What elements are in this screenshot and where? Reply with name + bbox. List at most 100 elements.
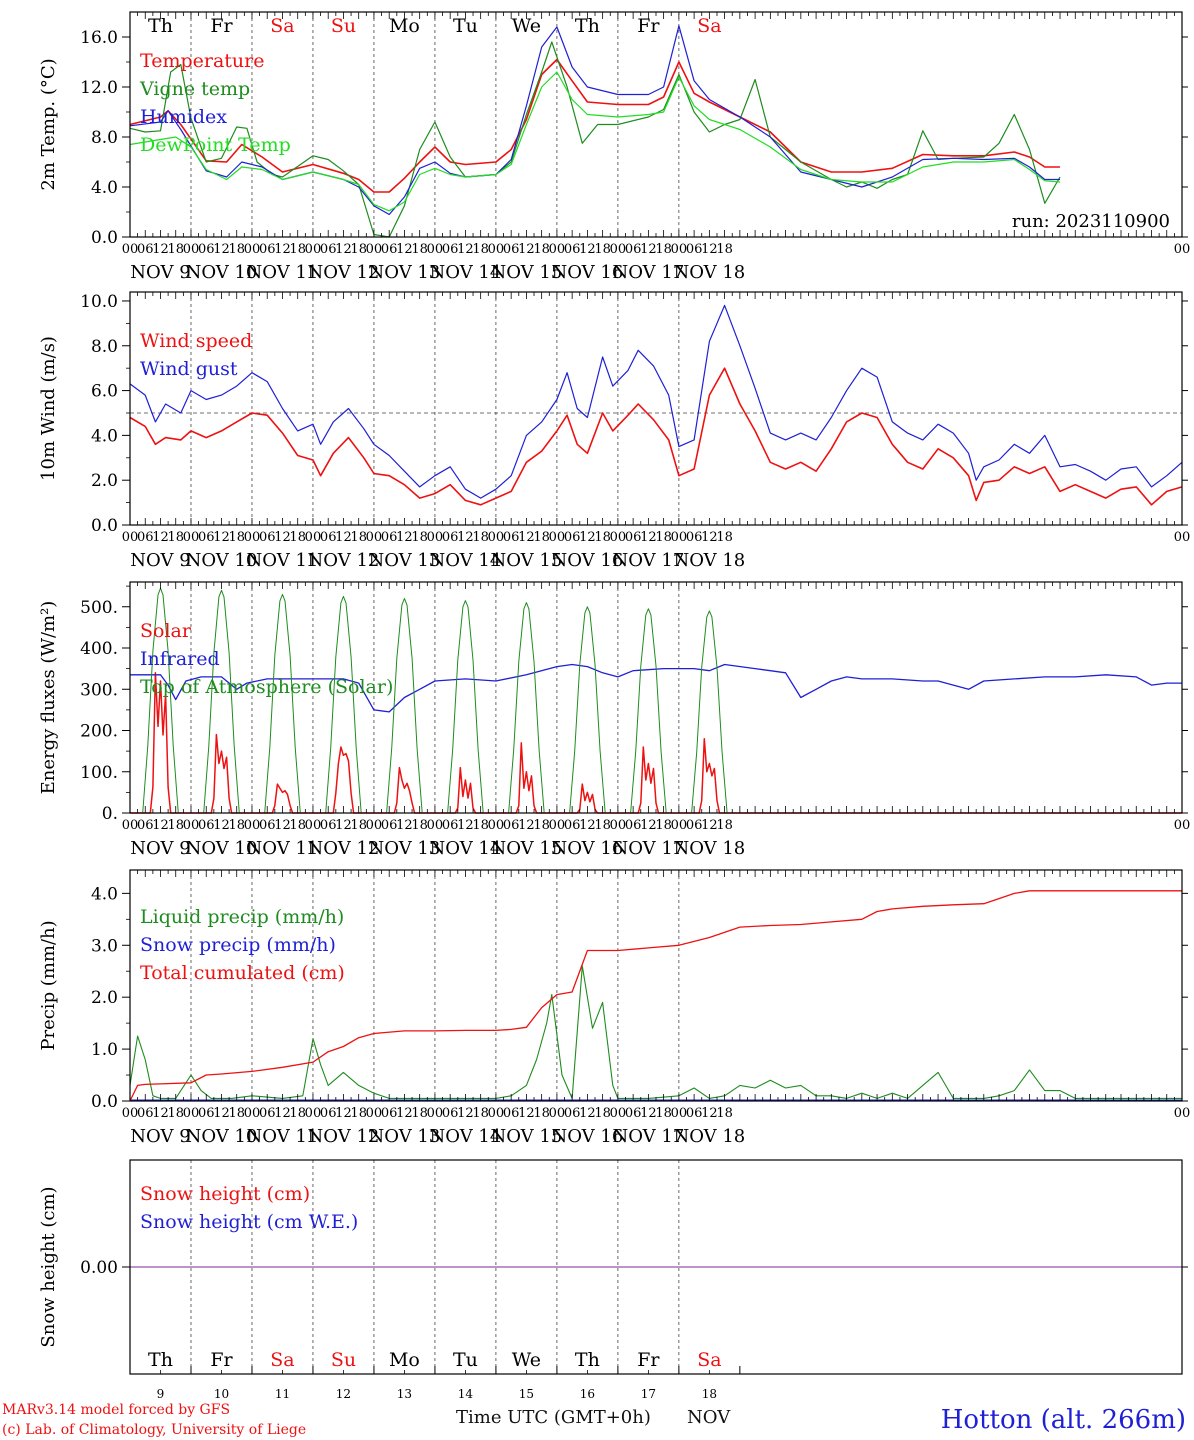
hour-tick-label: 00 bbox=[244, 242, 261, 257]
hour-tick-label: 12 bbox=[579, 242, 596, 257]
date-label: NOV 18 bbox=[673, 838, 745, 859]
legend-entry: Total cumulated (cm) bbox=[140, 962, 345, 984]
y-tick-label: 0. bbox=[102, 804, 118, 824]
hour-tick-label: 00 bbox=[305, 242, 322, 257]
y-tick-label: 2.0 bbox=[91, 471, 118, 491]
day-number-label: 9 bbox=[157, 1387, 165, 1401]
day-of-week-label: Sa bbox=[697, 1349, 721, 1371]
hour-tick-label: 12 bbox=[274, 242, 291, 257]
hour-tick-label: 06 bbox=[564, 1106, 581, 1121]
hour-tick-label: 18 bbox=[289, 1106, 306, 1121]
date-label: NOV 13 bbox=[369, 838, 441, 859]
hour-tick-label: 12 bbox=[640, 242, 657, 257]
day-of-week-label: Fr bbox=[637, 1349, 660, 1371]
date-label: NOV 12 bbox=[308, 1126, 380, 1147]
day-of-week-label: Fr bbox=[637, 15, 660, 37]
hour-tick-label: 00 bbox=[671, 1106, 688, 1121]
hour-tick-label: 06 bbox=[503, 1106, 520, 1121]
hour-tick-label: 18 bbox=[594, 1106, 611, 1121]
hour-tick-label: 18 bbox=[594, 530, 611, 545]
day-of-week-label: Th bbox=[148, 1349, 173, 1371]
series-line-wind-speed bbox=[129, 367, 1183, 506]
hour-tick-label: 18 bbox=[472, 242, 489, 257]
hour-tick-label: 00 bbox=[1174, 818, 1191, 833]
date-label: NOV 17 bbox=[612, 550, 684, 571]
hour-tick-label: 06 bbox=[198, 242, 215, 257]
date-label: NOV 11 bbox=[247, 550, 319, 571]
hour-tick-label: 00 bbox=[183, 1106, 200, 1121]
hour-tick-label: 06 bbox=[320, 818, 337, 833]
hour-tick-label: 12 bbox=[579, 530, 596, 545]
hour-tick-label: 06 bbox=[564, 530, 581, 545]
hour-tick-label: 18 bbox=[228, 530, 245, 545]
date-label: NOV 17 bbox=[612, 1126, 684, 1147]
hour-tick-label: 18 bbox=[167, 1106, 184, 1121]
hour-tick-label: 00 bbox=[671, 818, 688, 833]
y-tick-label: 0.0 bbox=[91, 228, 118, 248]
day-number-label: 15 bbox=[519, 1387, 534, 1401]
legend-entry: Temperature bbox=[140, 50, 264, 72]
hour-tick-label: 18 bbox=[350, 818, 367, 833]
y-axis-label: Energy fluxes (W/m²) bbox=[38, 601, 59, 795]
x-axis-month: NOV bbox=[687, 1407, 731, 1428]
hour-tick-label: 06 bbox=[442, 530, 459, 545]
hour-tick-label: 18 bbox=[167, 242, 184, 257]
hour-tick-label: 06 bbox=[198, 530, 215, 545]
hour-tick-label: 00 bbox=[122, 1106, 139, 1121]
hour-tick-label: 06 bbox=[625, 530, 642, 545]
hour-tick-label: 12 bbox=[457, 530, 474, 545]
date-label: NOV 13 bbox=[369, 550, 441, 571]
hour-tick-label: 12 bbox=[213, 242, 230, 257]
hour-tick-label: 06 bbox=[442, 242, 459, 257]
date-label: NOV 9 bbox=[130, 1126, 190, 1147]
hour-tick-label: 06 bbox=[137, 530, 154, 545]
day-of-week-label: Th bbox=[575, 15, 600, 37]
date-label: NOV 10 bbox=[186, 1126, 258, 1147]
hour-tick-label: 06 bbox=[198, 1106, 215, 1121]
date-label: NOV 18 bbox=[673, 550, 745, 571]
panel-2-frame bbox=[129, 291, 1183, 526]
hour-tick-label: 18 bbox=[533, 1106, 550, 1121]
hour-tick-label: 12 bbox=[579, 1106, 596, 1121]
hour-tick-label: 00 bbox=[427, 1106, 444, 1121]
legend-entry: Vigne temp bbox=[139, 78, 250, 100]
hour-tick-label: 12 bbox=[152, 530, 169, 545]
hour-tick-label: 00 bbox=[671, 242, 688, 257]
hour-tick-label: 06 bbox=[564, 242, 581, 257]
hour-tick-label: 12 bbox=[396, 530, 413, 545]
date-label: NOV 17 bbox=[612, 262, 684, 283]
hour-tick-label: 18 bbox=[350, 1106, 367, 1121]
hour-tick-label: 18 bbox=[533, 818, 550, 833]
date-label: NOV 15 bbox=[490, 838, 562, 859]
date-label: NOV 18 bbox=[673, 262, 745, 283]
y-tick-label: 3.0 bbox=[91, 936, 118, 956]
hour-tick-label: 06 bbox=[137, 1106, 154, 1121]
hour-tick-label: 00 bbox=[427, 530, 444, 545]
hour-tick-label: 18 bbox=[655, 242, 672, 257]
series-line-total-cumulated-cm- bbox=[129, 890, 1182, 1102]
date-label: NOV 13 bbox=[369, 1126, 441, 1147]
hour-tick-label: 06 bbox=[137, 818, 154, 833]
hour-tick-label: 18 bbox=[716, 530, 733, 545]
axes-layer bbox=[122, 11, 1188, 1375]
date-label: NOV 13 bbox=[369, 262, 441, 283]
hour-tick-label: 18 bbox=[716, 1106, 733, 1121]
y-tick-label: 4.0 bbox=[91, 178, 118, 198]
hour-tick-label: 12 bbox=[213, 818, 230, 833]
day-number-label: 18 bbox=[702, 1387, 717, 1401]
hour-tick-label: 18 bbox=[350, 242, 367, 257]
y-tick-label: 400. bbox=[80, 639, 118, 659]
hour-tick-label: 12 bbox=[335, 1106, 352, 1121]
hour-tick-label: 06 bbox=[137, 242, 154, 257]
legend-entry: Wind speed bbox=[140, 330, 252, 352]
hour-tick-label: 00 bbox=[427, 242, 444, 257]
hour-tick-label: 18 bbox=[228, 1106, 245, 1121]
footer-lab-credit: (c) Lab. of Climatology, University of L… bbox=[2, 1422, 306, 1438]
hour-tick-label: 06 bbox=[381, 1106, 398, 1121]
hour-tick-label: 06 bbox=[381, 530, 398, 545]
hour-tick-label: 00 bbox=[488, 818, 505, 833]
day-of-week-label: Mo bbox=[389, 15, 420, 37]
hour-tick-label: 00 bbox=[366, 242, 383, 257]
y-tick-label: 500. bbox=[80, 598, 118, 618]
